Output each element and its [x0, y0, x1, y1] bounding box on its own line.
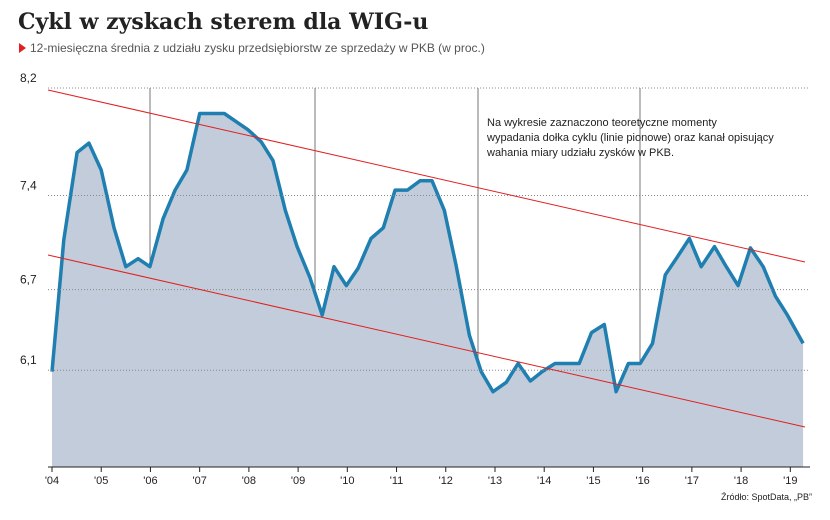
- x-tick-label: '17: [685, 475, 699, 487]
- x-tick-label: '04: [45, 475, 59, 487]
- annotation: wahania miary udziału zysków w PKB.: [486, 147, 674, 159]
- x-tick-label: '12: [439, 475, 453, 487]
- x-tick-label: '11: [390, 475, 404, 487]
- annotation: wypadania dołka cyklu (linie pionowe) or…: [486, 132, 774, 144]
- x-tick-label: '05: [94, 475, 108, 487]
- channel-upper: [47, 89, 806, 263]
- x-tick-label: '08: [242, 475, 256, 487]
- chart-title: Cykl w zyskach sterem dla WIG-u: [18, 9, 428, 35]
- plot: 6,1 6,7 7,4 8,2 '04 '05 '06 '07 '08 '09 '10 '11 '12 '…: [20, 71, 810, 487]
- y-tick-label: 6,7: [20, 273, 37, 287]
- y-tick-label: 8,2: [20, 71, 37, 85]
- y-tick-label: 7,4: [20, 179, 37, 193]
- subtitle: 12-miesięczna średnia z udziału zysku pr…: [30, 41, 485, 55]
- x-tick-label: '14: [537, 475, 551, 487]
- x-tick-label: '10: [340, 475, 354, 487]
- x-tick-label: '15: [586, 475, 600, 487]
- x-tick-label: '06: [143, 475, 157, 487]
- y-tick-label: 6,1: [20, 353, 37, 367]
- x-tick-label: '19: [783, 475, 797, 487]
- x-tick-label: '09: [291, 475, 305, 487]
- annotation: Na wykresie zaznaczono teoretyczne momen…: [487, 117, 717, 129]
- x-tick-label: '13: [488, 475, 502, 487]
- channel-lower: [47, 254, 806, 428]
- x-tick-label: '18: [734, 475, 748, 487]
- area: [52, 113, 804, 467]
- source: Źródło: SpotData, „PB”: [721, 492, 812, 502]
- subtitle-marker: [19, 43, 26, 53]
- x-tick-label: '16: [635, 475, 649, 487]
- x-tick-label: '07: [192, 475, 206, 487]
